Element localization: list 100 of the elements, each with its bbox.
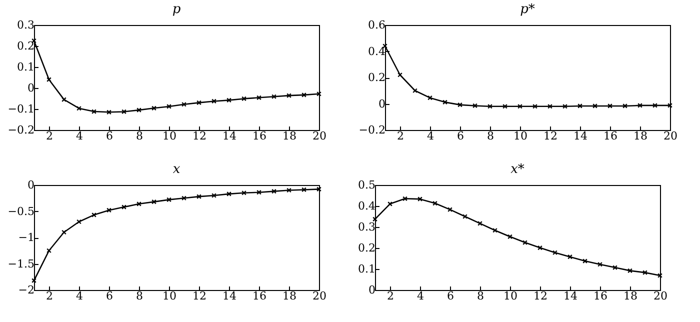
x-tick-label: 14 bbox=[574, 130, 588, 142]
point bbox=[608, 104, 612, 108]
y-tick-label: 0.2 bbox=[358, 242, 376, 254]
point bbox=[612, 265, 618, 270]
point bbox=[76, 219, 82, 224]
x-tick-label: 2 bbox=[46, 290, 53, 302]
point bbox=[548, 104, 552, 109]
point bbox=[76, 106, 82, 111]
x-tick-label: 14 bbox=[564, 290, 578, 302]
x-tick-label: 6 bbox=[457, 130, 464, 142]
point bbox=[472, 103, 478, 108]
x-tick-label: 20 bbox=[312, 290, 326, 302]
point bbox=[196, 194, 202, 200]
point bbox=[286, 188, 292, 193]
point bbox=[302, 187, 306, 192]
y-tick-label: 0 bbox=[28, 82, 34, 94]
y-tick-label: 0.2 bbox=[368, 71, 386, 84]
y-tick-label: 0.3 bbox=[17, 18, 34, 32]
x-tick-label: 10 bbox=[162, 130, 176, 142]
point bbox=[212, 98, 216, 104]
y-tick-label: 0 bbox=[368, 284, 376, 296]
point bbox=[212, 193, 216, 198]
x-tick-label: 20 bbox=[312, 130, 326, 142]
point bbox=[226, 191, 232, 196]
point bbox=[568, 254, 572, 260]
y-tick-label: 0.1 bbox=[358, 262, 376, 276]
x-tick-label: 8 bbox=[477, 290, 484, 302]
point bbox=[226, 98, 232, 103]
y-tick-label: −0.5 bbox=[8, 204, 34, 218]
y-tick-label: −0.2 bbox=[8, 124, 34, 136]
x-tick-label: 8 bbox=[136, 130, 143, 142]
point bbox=[46, 248, 52, 254]
point bbox=[412, 88, 418, 94]
point bbox=[92, 212, 96, 218]
x-tick-label: 12 bbox=[534, 290, 548, 302]
point bbox=[462, 214, 468, 219]
point bbox=[532, 104, 538, 109]
point bbox=[286, 93, 292, 98]
x-tick-label: 4 bbox=[417, 290, 424, 302]
point bbox=[182, 102, 186, 107]
point bbox=[62, 230, 66, 235]
point bbox=[256, 190, 262, 195]
point bbox=[582, 258, 588, 264]
y-tick-label: 0.4 bbox=[368, 44, 386, 58]
point bbox=[638, 102, 642, 108]
point bbox=[578, 104, 582, 108]
point bbox=[642, 270, 648, 276]
x-tick-label: 14 bbox=[222, 130, 236, 142]
x-tick-label: 4 bbox=[76, 130, 83, 142]
x-tick-label: 6 bbox=[447, 290, 454, 302]
point bbox=[152, 106, 156, 111]
x-tick-label: 12 bbox=[544, 130, 558, 142]
x-tick-label: 20 bbox=[654, 290, 668, 302]
point bbox=[448, 207, 452, 212]
point bbox=[46, 77, 52, 82]
point bbox=[272, 94, 276, 100]
x-tick-label: 4 bbox=[76, 290, 83, 302]
point bbox=[136, 201, 142, 206]
y-tick-label: 0 bbox=[378, 97, 386, 110]
point bbox=[518, 104, 522, 109]
y-tick-label: 0.2 bbox=[17, 40, 34, 52]
point bbox=[302, 92, 306, 98]
y-tick-label: 0.1 bbox=[17, 60, 34, 74]
point bbox=[122, 204, 126, 210]
y-tick-label: −0.2 bbox=[358, 124, 386, 136]
y-tick-label: 0.5 bbox=[358, 178, 376, 192]
point bbox=[62, 97, 66, 102]
x-tick-label: 6 bbox=[106, 290, 113, 302]
point bbox=[418, 196, 422, 202]
point bbox=[442, 100, 448, 105]
point bbox=[598, 262, 602, 267]
chart-title: p bbox=[172, 2, 182, 17]
x-tick-label: 16 bbox=[252, 290, 266, 302]
x-tick-label: 2 bbox=[387, 290, 394, 302]
x-tick-label: 12 bbox=[192, 290, 206, 302]
y-tick-label: 0.3 bbox=[358, 220, 376, 234]
x-tick-label: 18 bbox=[282, 290, 296, 302]
x-tick-label: 4 bbox=[427, 130, 434, 142]
x-tick-label: 6 bbox=[106, 130, 113, 142]
point bbox=[256, 95, 262, 100]
point bbox=[388, 201, 392, 206]
x-tick-label: 10 bbox=[504, 290, 518, 302]
point bbox=[432, 200, 438, 206]
point bbox=[502, 104, 508, 109]
point bbox=[242, 96, 246, 102]
x-tick-label: 16 bbox=[252, 130, 266, 142]
x-tick-label: 8 bbox=[487, 130, 494, 142]
x-tick-label: 18 bbox=[282, 130, 296, 142]
point bbox=[488, 104, 492, 109]
point bbox=[562, 104, 568, 109]
point bbox=[522, 240, 528, 246]
point bbox=[106, 208, 112, 213]
x-tick-label: 20 bbox=[664, 130, 678, 142]
x-tick-label: 10 bbox=[162, 290, 176, 302]
point bbox=[458, 102, 462, 108]
point bbox=[152, 199, 156, 204]
point bbox=[538, 245, 542, 250]
x-tick-label: 14 bbox=[222, 290, 236, 302]
point bbox=[272, 188, 276, 194]
point bbox=[122, 109, 126, 114]
